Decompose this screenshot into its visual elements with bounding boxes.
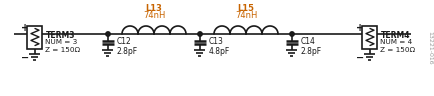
Text: 4.8pF: 4.8pF — [208, 48, 230, 57]
Circle shape — [197, 32, 202, 36]
Text: 2.8pF: 2.8pF — [300, 48, 322, 57]
Text: C14: C14 — [300, 38, 315, 46]
Text: 13221-016: 13221-016 — [427, 31, 431, 65]
Text: +: + — [355, 23, 363, 33]
Text: −: − — [355, 53, 363, 62]
Text: C13: C13 — [208, 38, 224, 46]
Text: +: + — [21, 23, 29, 33]
Text: L13: L13 — [145, 4, 162, 13]
Text: 74nH: 74nH — [142, 11, 165, 20]
Text: NUM = 4: NUM = 4 — [380, 39, 412, 45]
Text: TERM4: TERM4 — [380, 31, 409, 40]
Text: Z = 150Ω: Z = 150Ω — [46, 47, 80, 53]
Text: 2.8pF: 2.8pF — [117, 48, 138, 57]
Circle shape — [105, 32, 110, 36]
Bar — [362, 26, 377, 48]
Text: TERM3: TERM3 — [46, 31, 75, 40]
Text: −: − — [21, 53, 29, 62]
Text: L15: L15 — [237, 4, 254, 13]
Bar — [27, 26, 43, 48]
Text: 74nH: 74nH — [234, 11, 256, 20]
Text: C12: C12 — [117, 38, 132, 46]
Circle shape — [289, 32, 293, 36]
Text: Z = 150Ω: Z = 150Ω — [380, 47, 414, 53]
Text: NUM = 3: NUM = 3 — [46, 39, 78, 45]
